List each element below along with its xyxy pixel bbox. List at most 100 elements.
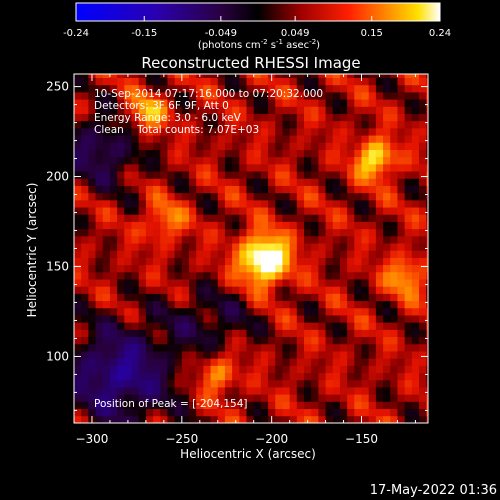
heatmap-cell bbox=[109, 415, 118, 423]
heatmap-cell bbox=[304, 307, 312, 316]
heatmap-cell bbox=[217, 74, 226, 78]
heatmap-cell bbox=[88, 343, 96, 352]
heatmap-cell bbox=[117, 120, 125, 129]
heatmap-cell bbox=[390, 207, 398, 215]
heatmap-cell bbox=[153, 394, 161, 402]
heatmap-cell bbox=[411, 351, 420, 359]
heatmap-cell bbox=[189, 415, 197, 423]
heatmap-cell bbox=[339, 250, 348, 258]
heatmap-cell bbox=[368, 415, 377, 423]
heatmap-cell bbox=[138, 185, 147, 194]
heatmap-cell bbox=[117, 214, 125, 222]
heatmap-cell bbox=[375, 394, 384, 402]
heatmap-cell bbox=[311, 358, 319, 366]
heatmap-cell bbox=[390, 351, 398, 359]
heatmap-cell bbox=[81, 91, 89, 100]
heatmap-cell bbox=[368, 171, 377, 179]
heatmap-cell bbox=[339, 358, 348, 366]
heatmap-cell bbox=[390, 315, 398, 323]
heatmap-cell bbox=[181, 120, 190, 129]
heatmap-cell bbox=[102, 163, 111, 172]
heatmap-cell bbox=[181, 192, 190, 201]
heatmap-cell bbox=[189, 387, 197, 395]
heatmap-cell bbox=[88, 163, 96, 172]
heatmap-cell bbox=[224, 235, 233, 244]
heatmap-cell bbox=[383, 307, 391, 316]
heatmap-cell bbox=[419, 192, 427, 201]
heatmap-cell bbox=[95, 156, 104, 165]
heatmap-cell bbox=[296, 163, 305, 172]
heatmap-cell bbox=[174, 387, 183, 395]
heatmap-cell bbox=[253, 84, 262, 93]
heatmap-cell bbox=[167, 315, 176, 323]
heatmap-cell bbox=[167, 279, 176, 287]
heatmap-cell bbox=[224, 293, 233, 302]
heatmap-cell bbox=[419, 228, 427, 237]
heatmap-cell bbox=[174, 228, 183, 237]
heatmap-cell bbox=[368, 120, 377, 129]
heatmap-cell bbox=[210, 250, 219, 258]
heatmap-cell bbox=[74, 300, 82, 309]
heatmap-cell bbox=[145, 322, 154, 330]
heatmap-cell bbox=[138, 171, 147, 179]
heatmap-cell bbox=[318, 113, 326, 122]
heatmap-cell bbox=[131, 192, 140, 201]
heatmap-cell bbox=[74, 401, 82, 410]
heatmap-cell bbox=[354, 91, 362, 100]
heatmap-cell bbox=[232, 178, 240, 186]
heatmap-cell bbox=[361, 192, 370, 201]
heatmap-cell bbox=[109, 156, 118, 165]
heatmap-cell bbox=[318, 156, 326, 165]
heatmap-cell bbox=[224, 286, 233, 294]
heatmap-cell bbox=[325, 315, 334, 323]
heatmap-cell bbox=[131, 250, 140, 258]
heatmap-cell bbox=[339, 113, 348, 122]
heatmap-cell bbox=[253, 221, 262, 230]
heatmap-cell bbox=[239, 315, 247, 323]
heatmap-cell bbox=[361, 74, 370, 78]
heatmap-cell bbox=[275, 74, 283, 78]
heatmap-cell bbox=[325, 156, 334, 165]
heatmap-cell bbox=[275, 113, 283, 122]
heatmap-cell bbox=[145, 106, 154, 114]
heatmap-cell bbox=[174, 113, 183, 122]
heatmap-cell bbox=[390, 257, 398, 266]
heatmap-cell bbox=[117, 171, 125, 179]
heatmap-cell bbox=[318, 351, 326, 359]
heatmap-cell bbox=[260, 91, 269, 100]
heatmap-cell bbox=[332, 84, 341, 93]
heatmap-cell bbox=[217, 207, 226, 215]
heatmap-cell bbox=[81, 250, 89, 258]
heatmap-cell bbox=[404, 91, 413, 100]
heatmap-cell bbox=[160, 106, 168, 114]
heatmap-cell bbox=[160, 372, 168, 381]
heatmap-cell bbox=[81, 243, 89, 251]
heatmap-cell bbox=[375, 358, 384, 366]
heatmap-cell bbox=[109, 77, 118, 86]
heatmap-cell bbox=[102, 351, 111, 359]
heatmap-cell bbox=[88, 99, 96, 107]
heatmap-cell bbox=[138, 106, 147, 114]
heatmap-cell bbox=[397, 171, 406, 179]
heatmap-cell bbox=[217, 415, 226, 423]
heatmap-cell bbox=[260, 329, 269, 338]
heatmap-cell bbox=[167, 142, 176, 150]
heatmap-cell bbox=[124, 401, 132, 410]
heatmap-cell bbox=[332, 307, 341, 316]
heatmap-cell bbox=[246, 394, 255, 402]
heatmap-cell bbox=[311, 322, 319, 330]
heatmap-cell bbox=[246, 351, 255, 359]
heatmap-cell bbox=[390, 221, 398, 230]
heatmap-cell bbox=[189, 408, 197, 417]
heatmap-cell bbox=[217, 106, 226, 114]
heatmap-cell bbox=[419, 358, 427, 366]
heatmap-cell bbox=[383, 156, 391, 165]
heatmap-cell bbox=[375, 221, 384, 230]
heatmap-cell bbox=[95, 408, 104, 417]
heatmap-cell bbox=[311, 415, 319, 423]
heatmap-cell bbox=[88, 84, 96, 93]
heatmap-cell bbox=[275, 264, 283, 273]
heatmap-cell bbox=[253, 351, 262, 359]
heatmap-cell bbox=[282, 279, 291, 287]
heatmap-cell bbox=[318, 279, 326, 287]
